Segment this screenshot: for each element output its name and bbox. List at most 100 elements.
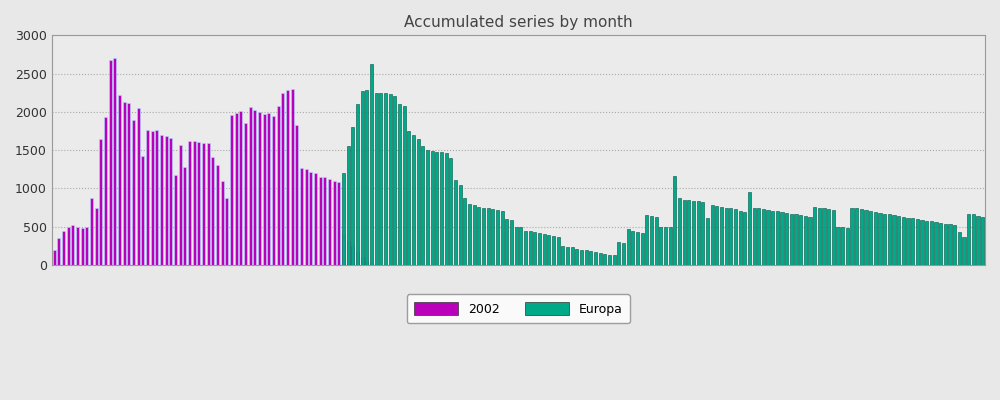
Bar [920,220,924,265]
Bar [169,138,172,265]
Bar [277,106,280,265]
Bar [547,235,550,265]
Bar [683,200,686,265]
Bar [841,228,844,265]
Bar [291,89,294,265]
Bar [603,254,606,265]
Bar [127,104,130,265]
Bar [314,173,317,265]
Bar [263,114,266,265]
Bar [575,248,578,265]
Bar [916,219,919,265]
Bar [445,153,448,265]
Bar [375,93,378,265]
Bar [398,104,401,265]
Bar [258,112,261,265]
Bar [407,131,410,265]
Bar [113,58,116,265]
Bar [151,131,154,265]
Bar [776,212,779,265]
Bar [319,177,322,265]
Bar [589,251,592,265]
Bar [650,216,653,265]
Bar [808,217,812,265]
Bar [393,96,396,265]
Bar [892,215,896,265]
Bar [300,168,303,265]
Bar [608,255,611,265]
Bar [505,219,508,265]
Bar [384,93,387,265]
Title: Accumulated series by month: Accumulated series by month [404,15,633,30]
Bar [794,214,798,265]
Bar [827,209,830,265]
Bar [281,93,284,265]
Bar [412,135,415,265]
Bar [323,177,326,265]
Bar [487,208,490,265]
Bar [524,230,527,265]
Bar [76,228,79,265]
Bar [711,205,714,265]
Bar [631,230,634,265]
Bar [697,202,700,265]
Bar [864,210,868,265]
Bar [925,221,928,265]
Bar [627,229,630,265]
Bar [655,217,658,265]
Bar [253,110,256,265]
Bar [216,165,219,265]
Bar [962,237,966,265]
Bar [123,102,126,265]
Bar [580,250,583,265]
Bar [836,227,840,265]
Bar [822,208,826,265]
Bar [496,210,499,265]
Bar [645,215,648,265]
Bar [347,240,350,265]
Bar [230,115,233,265]
Bar [202,143,205,265]
Bar [454,180,457,265]
Bar [179,145,182,265]
Bar [594,252,597,265]
Bar [934,222,938,265]
Bar [613,256,616,265]
Bar [715,206,718,265]
Bar [641,233,644,265]
Bar [850,208,854,265]
Bar [361,257,364,265]
Bar [328,179,331,265]
Bar [183,167,186,265]
Bar [897,216,900,265]
Bar [165,136,168,265]
Bar [244,123,247,265]
Bar [906,218,910,265]
Bar [347,146,350,265]
Bar [753,208,756,265]
Bar [725,208,728,265]
Bar [95,208,98,265]
Bar [519,228,522,265]
Bar [463,198,466,265]
Bar [370,64,373,265]
Bar [501,212,504,265]
Bar [888,214,891,265]
Bar [473,205,476,265]
Bar [780,212,784,265]
Bar [855,208,858,265]
Bar [599,253,602,265]
Bar [687,200,690,265]
Bar [701,202,704,265]
Bar [967,214,970,265]
Bar [272,116,275,265]
Bar [846,228,849,265]
Legend: 2002, Europa: 2002, Europa [407,294,630,323]
Bar [426,150,429,265]
Bar [449,158,452,265]
Bar [305,169,308,265]
Bar [197,142,200,265]
Bar [375,264,378,265]
Bar [174,175,177,265]
Bar [62,230,65,265]
